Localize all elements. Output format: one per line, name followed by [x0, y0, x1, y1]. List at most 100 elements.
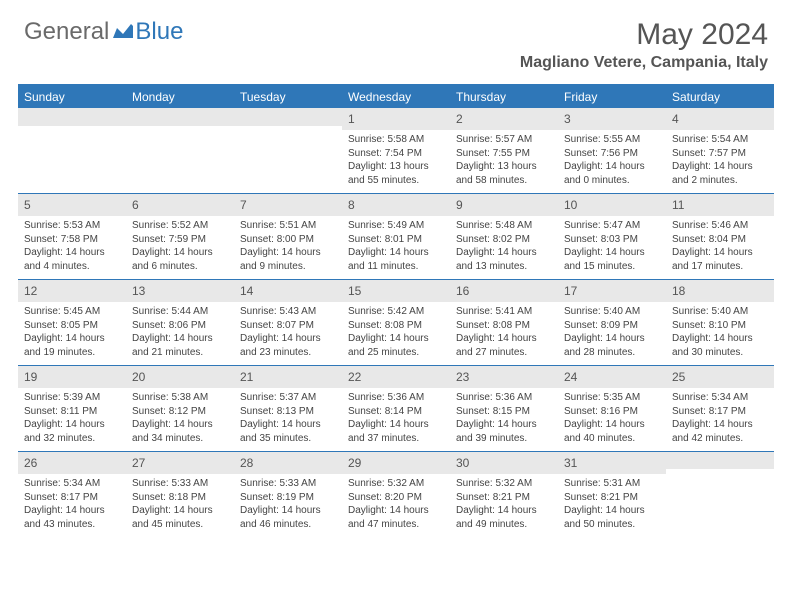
daynum-row: 23: [450, 365, 558, 388]
day-cell: 19Sunrise: 5:39 AMSunset: 8:11 PMDayligh…: [18, 365, 126, 451]
day-number: 27: [132, 456, 145, 470]
day-body: Sunrise: 5:33 AMSunset: 8:18 PMDaylight:…: [126, 474, 234, 537]
day-cell: 29 Sunrise: 5:32 AMSunset: 8:20 PMDayligh…: [342, 451, 450, 537]
day-header-cell: Friday: [558, 86, 666, 108]
day-number: 10: [564, 198, 577, 212]
day-header-row: SundayMondayTuesdayWednesdayThursdayFrid…: [18, 86, 774, 108]
day-body: Sunrise: 5:48 AMSunset: 8:02 PMDaylight:…: [450, 216, 558, 279]
day-number: 29: [348, 456, 361, 470]
day-body: Sunrise: 5:46 AMSunset: 8:04 PMDaylight:…: [666, 216, 774, 279]
daynum-row: 22: [342, 365, 450, 388]
day-body: Sunrise: 5:52 AMSunset: 7:59 PMDaylight:…: [126, 216, 234, 279]
day-cell: 5Sunrise: 5:53 AMSunset: 7:58 PMDaylight…: [18, 193, 126, 279]
day-number: 21: [240, 370, 253, 384]
day-body: Sunrise: 5:32 AMSunset: 8:21 PMDaylight:…: [450, 474, 558, 537]
day-body: [234, 126, 342, 188]
day-cell: 3Sunrise: 5:55 AMSunset: 7:56 PMDaylight…: [558, 108, 666, 193]
day-number: 2: [456, 112, 463, 126]
day-cell: 26 Sunrise: 5:34 AMSunset: 8:17 PMDayligh…: [18, 451, 126, 537]
day-cell: 6Sunrise: 5:52 AMSunset: 7:59 PMDaylight…: [126, 193, 234, 279]
day-body: Sunrise: 5:34 AMSunset: 8:17 PMDaylight:…: [666, 388, 774, 451]
day-cell: [234, 108, 342, 193]
day-cell: 14 Sunrise: 5:43 AMSunset: 8:07 PMDayligh…: [234, 279, 342, 365]
daynum-row: 25: [666, 365, 774, 388]
week-row: 19Sunrise: 5:39 AMSunset: 8:11 PMDayligh…: [18, 365, 774, 451]
day-cell: 22Sunrise: 5:36 AMSunset: 8:14 PMDayligh…: [342, 365, 450, 451]
daynum-row: 6: [126, 193, 234, 216]
week-row: 26 Sunrise: 5:34 AMSunset: 8:17 PMDayligh…: [18, 451, 774, 537]
day-body: Sunrise: 5:36 AMSunset: 8:14 PMDaylight:…: [342, 388, 450, 451]
day-body: Sunrise: 5:43 AMSunset: 8:07 PMDaylight:…: [234, 302, 342, 365]
daynum-row: 13: [126, 279, 234, 302]
day-header-cell: Monday: [126, 86, 234, 108]
title-block: May 2024 Magliano Vetere, Campania, Ital…: [520, 18, 768, 72]
daynum-row: [126, 108, 234, 126]
daynum-row: 29: [342, 451, 450, 474]
day-body: Sunrise: 5:49 AMSunset: 8:01 PMDaylight:…: [342, 216, 450, 279]
header: General Blue May 2024 Magliano Vetere, C…: [0, 0, 792, 78]
day-cell: 7Sunrise: 5:51 AMSunset: 8:00 PMDaylight…: [234, 193, 342, 279]
day-header-cell: Thursday: [450, 86, 558, 108]
day-body: Sunrise: 5:37 AMSunset: 8:13 PMDaylight:…: [234, 388, 342, 451]
daynum-row: 10: [558, 193, 666, 216]
day-number: 15: [348, 284, 361, 298]
day-number: 26: [24, 456, 37, 470]
day-body: Sunrise: 5:38 AMSunset: 8:12 PMDaylight:…: [126, 388, 234, 451]
day-header-cell: Saturday: [666, 86, 774, 108]
day-body: Sunrise: 5:36 AMSunset: 8:15 PMDaylight:…: [450, 388, 558, 451]
day-body: Sunrise: 5:47 AMSunset: 8:03 PMDaylight:…: [558, 216, 666, 279]
daynum-row: [234, 108, 342, 126]
daynum-row: 21: [234, 365, 342, 388]
daynum-row: 14: [234, 279, 342, 302]
day-body: Sunrise: 5:35 AMSunset: 8:16 PMDaylight:…: [558, 388, 666, 451]
day-cell: [18, 108, 126, 193]
calendar: SundayMondayTuesdayWednesdayThursdayFrid…: [18, 84, 774, 537]
day-cell: 31Sunrise: 5:31 AMSunset: 8:21 PMDayligh…: [558, 451, 666, 537]
daynum-row: 9: [450, 193, 558, 216]
day-cell: 20Sunrise: 5:38 AMSunset: 8:12 PMDayligh…: [126, 365, 234, 451]
day-cell: 16 Sunrise: 5:41 AMSunset: 8:08 PMDayligh…: [450, 279, 558, 365]
day-body: Sunrise: 5:33 AMSunset: 8:19 PMDaylight:…: [234, 474, 342, 537]
day-cell: 21 Sunrise: 5:37 AMSunset: 8:13 PMDayligh…: [234, 365, 342, 451]
day-body: Sunrise: 5:32 AMSunset: 8:20 PMDaylight:…: [342, 474, 450, 537]
day-body: Sunrise: 5:55 AMSunset: 7:56 PMDaylight:…: [558, 130, 666, 193]
day-cell: 18Sunrise: 5:40 AMSunset: 8:10 PMDayligh…: [666, 279, 774, 365]
day-number: 13: [132, 284, 145, 298]
day-body: Sunrise: 5:58 AMSunset: 7:54 PMDaylight:…: [342, 130, 450, 193]
logo-gray: General: [24, 18, 109, 46]
day-cell: 11Sunrise: 5:46 AMSunset: 8:04 PMDayligh…: [666, 193, 774, 279]
daynum-row: 8: [342, 193, 450, 216]
day-cell: [126, 108, 234, 193]
daynum-row: 2: [450, 108, 558, 130]
day-cell: 1Sunrise: 5:58 AMSunset: 7:54 PMDaylight…: [342, 108, 450, 193]
location: Magliano Vetere, Campania, Italy: [520, 54, 768, 72]
day-body: Sunrise: 5:40 AMSunset: 8:09 PMDaylight:…: [558, 302, 666, 365]
day-body: Sunrise: 5:44 AMSunset: 8:06 PMDaylight:…: [126, 302, 234, 365]
day-number: 14: [240, 284, 253, 298]
logo-blue: Blue: [135, 18, 183, 46]
day-body: Sunrise: 5:41 AMSunset: 8:08 PMDaylight:…: [450, 302, 558, 365]
day-cell: 28 Sunrise: 5:33 AMSunset: 8:19 PMDayligh…: [234, 451, 342, 537]
day-number: 28: [240, 456, 253, 470]
daynum-row: 28: [234, 451, 342, 474]
daynum-row: 15: [342, 279, 450, 302]
day-number: 17: [564, 284, 577, 298]
day-cell: 17 Sunrise: 5:40 AMSunset: 8:09 PMDayligh…: [558, 279, 666, 365]
day-number: 12: [24, 284, 37, 298]
daynum-row: 4: [666, 108, 774, 130]
day-number: 16: [456, 284, 469, 298]
daynum-row: 5: [18, 193, 126, 216]
daynum-row: 20: [126, 365, 234, 388]
day-body: Sunrise: 5:34 AMSunset: 8:17 PMDaylight:…: [18, 474, 126, 537]
day-body: Sunrise: 5:42 AMSunset: 8:08 PMDaylight:…: [342, 302, 450, 365]
weeks-container: 1Sunrise: 5:58 AMSunset: 7:54 PMDaylight…: [18, 108, 774, 537]
day-cell: 9Sunrise: 5:48 AMSunset: 8:02 PMDaylight…: [450, 193, 558, 279]
day-cell: 25 Sunrise: 5:34 AMSunset: 8:17 PMDayligh…: [666, 365, 774, 451]
day-number: 19: [24, 370, 37, 384]
day-cell: 27 Sunrise: 5:33 AMSunset: 8:18 PMDayligh…: [126, 451, 234, 537]
day-number: 4: [672, 112, 679, 126]
day-number: 25: [672, 370, 685, 384]
day-body: Sunrise: 5:57 AMSunset: 7:55 PMDaylight:…: [450, 130, 558, 193]
day-cell: 13 Sunrise: 5:44 AMSunset: 8:06 PMDayligh…: [126, 279, 234, 365]
day-cell: 15 Sunrise: 5:42 AMSunset: 8:08 PMDayligh…: [342, 279, 450, 365]
